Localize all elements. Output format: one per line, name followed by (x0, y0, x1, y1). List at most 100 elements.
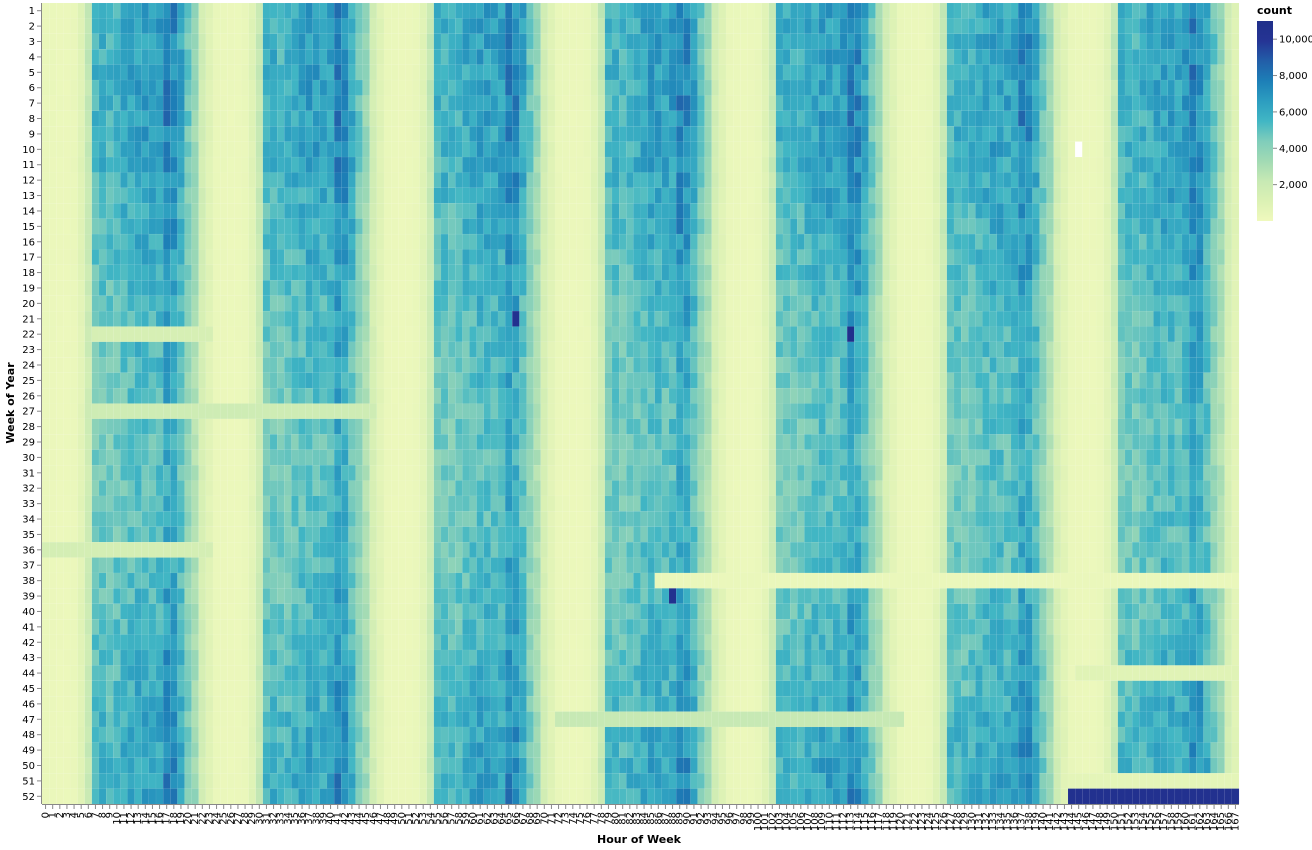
heatmap-cell (989, 341, 997, 358)
heatmap-cell (148, 187, 157, 204)
heatmap-cell (205, 403, 214, 420)
heatmap-cell (996, 95, 1005, 112)
heatmap-cell (1224, 341, 1233, 358)
heatmap-cell (383, 2, 392, 19)
heatmap-cell (554, 95, 563, 112)
heatmap-cell (326, 249, 335, 266)
heatmap-cell (875, 18, 883, 34)
heatmap-cell (1025, 79, 1033, 96)
heatmap-cell (825, 249, 834, 266)
heatmap-cell (718, 434, 727, 450)
heatmap-cell (939, 18, 948, 34)
heatmap-cell (704, 49, 712, 65)
heatmap-cell (875, 172, 883, 189)
heatmap-cell (483, 49, 492, 65)
heatmap-cell (1074, 403, 1083, 420)
heatmap-cell (618, 326, 627, 343)
heatmap-cell (219, 280, 228, 296)
heatmap-cell (376, 141, 385, 158)
heatmap-cell (383, 372, 392, 389)
heatmap-cell (626, 172, 634, 189)
heatmap-cell (832, 203, 841, 219)
heatmap-cell (1131, 310, 1140, 327)
heatmap-cell (1174, 310, 1183, 327)
heatmap-cell (953, 49, 962, 65)
heatmap-cell (1174, 418, 1183, 435)
heatmap-cell (975, 249, 983, 266)
heatmap-cell (390, 341, 399, 358)
heatmap-cell (1025, 187, 1033, 204)
heatmap-cell (255, 64, 264, 81)
heatmap-cell (355, 387, 363, 404)
heatmap-cell (426, 418, 435, 435)
heatmap-cell (846, 49, 855, 65)
heatmap-cell (868, 172, 876, 189)
heatmap-cell (212, 126, 221, 142)
heatmap-cell (1203, 295, 1211, 312)
heatmap-cell (825, 341, 834, 358)
heatmap-cell (91, 141, 100, 158)
heatmap-cell (683, 372, 691, 389)
heatmap-cell (91, 280, 100, 296)
heatmap-cell (740, 218, 748, 235)
heatmap-cell (804, 418, 812, 435)
heatmap-cell (312, 2, 321, 19)
heatmap-cell (1167, 18, 1176, 34)
heatmap-cell (1203, 49, 1211, 65)
heatmap-cell (911, 249, 919, 266)
heatmap-cell (419, 49, 427, 65)
heatmap-cell (48, 79, 57, 96)
heatmap-cell (896, 2, 905, 19)
heatmap-cell (540, 264, 549, 281)
heatmap-cell (768, 264, 777, 281)
heatmap-cell (1096, 79, 1104, 96)
heatmap-cell (768, 357, 777, 373)
heatmap-cell (241, 387, 249, 404)
heatmap-cell (1224, 110, 1233, 127)
heatmap-cell (626, 403, 634, 420)
heatmap-cell (804, 372, 812, 389)
heatmap-cell (305, 418, 313, 435)
heatmap-cell (996, 326, 1005, 343)
heatmap-cell (262, 187, 271, 204)
heatmap-cell (462, 310, 470, 327)
heatmap-cell (77, 264, 85, 281)
heatmap-cell (882, 49, 891, 65)
heatmap-cell (63, 110, 71, 127)
heatmap-cell (1188, 341, 1197, 358)
heatmap-cell (305, 187, 313, 204)
heatmap-cell (1153, 310, 1161, 327)
heatmap-cell (512, 434, 520, 450)
heatmap-cell (369, 172, 378, 189)
heatmap-cell (426, 64, 435, 81)
heatmap-cell (1067, 403, 1076, 420)
heatmap-cell (740, 141, 748, 158)
heatmap-cell (483, 33, 492, 50)
heatmap-cell (276, 449, 285, 466)
heatmap-cell (654, 141, 663, 158)
heatmap-cell (825, 372, 834, 389)
heatmap-cell (248, 110, 256, 127)
heatmap-cell (262, 418, 271, 435)
heatmap-cell (918, 403, 926, 420)
heatmap-cell (661, 249, 670, 266)
heatmap-cell (1217, 49, 1225, 65)
heatmap-cell (1074, 264, 1083, 281)
heatmap-cell (483, 387, 492, 404)
heatmap-cell (433, 187, 442, 204)
heatmap-cell (426, 372, 435, 389)
heatmap-cell (1146, 357, 1154, 373)
heatmap-cell (640, 64, 648, 81)
heatmap-cell (426, 79, 435, 96)
heatmap-cell (968, 326, 976, 343)
heatmap-cell (1067, 156, 1076, 173)
heatmap-cell (1188, 326, 1197, 343)
heatmap-cell (1131, 110, 1140, 127)
heatmap-cell (1203, 33, 1211, 50)
heatmap-cell (946, 49, 955, 65)
heatmap-cell (212, 387, 221, 404)
heatmap-cell (569, 187, 577, 204)
heatmap-cell (483, 126, 492, 142)
heatmap-cell (561, 203, 570, 219)
heatmap-cell (512, 372, 520, 389)
